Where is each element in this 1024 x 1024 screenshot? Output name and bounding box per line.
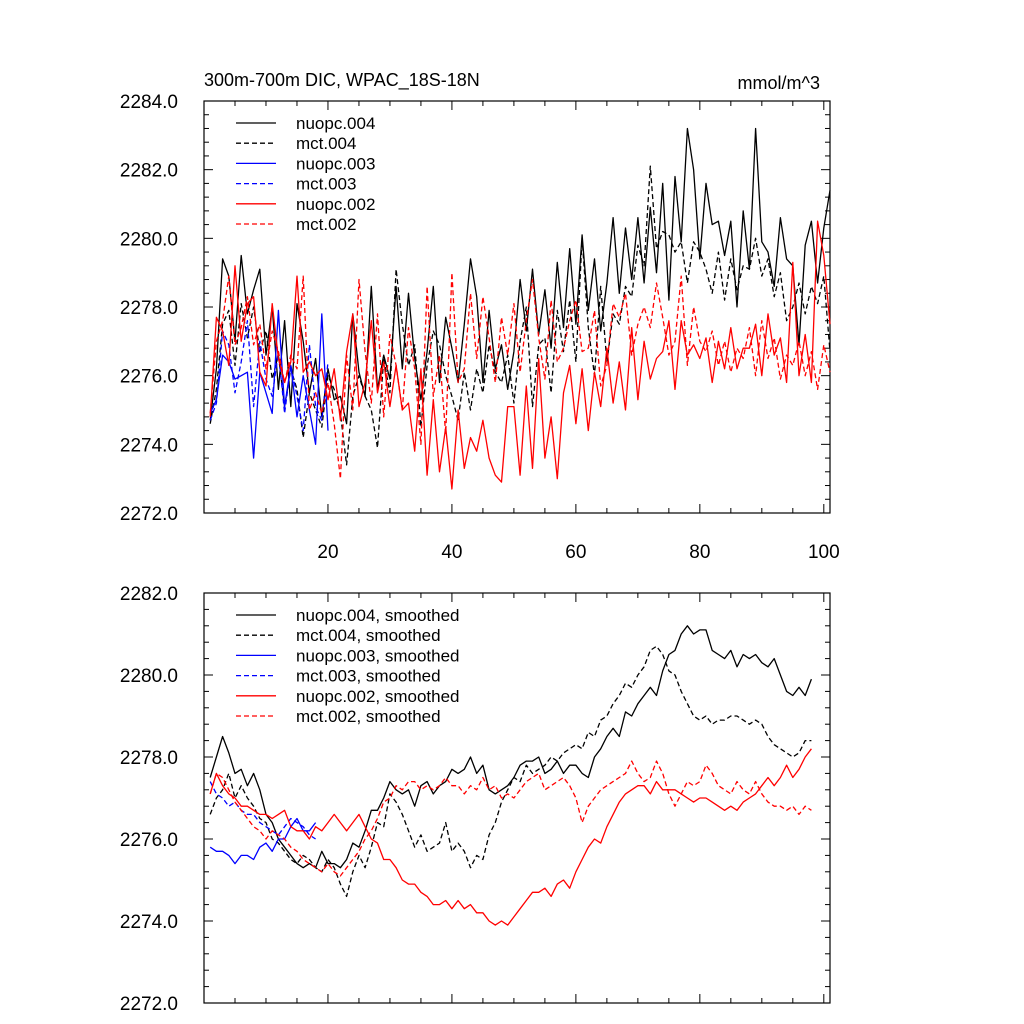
legend-label: mct.004: [296, 134, 356, 153]
legend-label: mct.004, smoothed: [296, 626, 441, 645]
y-tick-label: 2278.0: [120, 748, 178, 769]
top-panel-raw-dic: 300m-700m DIC, WPAC_18S-18N mmol/m^3 227…: [120, 70, 840, 563]
y-tick-label: 2272.0: [120, 504, 178, 525]
x-tick-label: 20: [317, 542, 338, 563]
series-line-mct-004-smoothed: [209, 645, 812, 898]
legend-label: nuopc.002, smoothed: [296, 687, 460, 706]
x-tick-label: 60: [565, 542, 586, 563]
series-line-nuopc-002-smoothed: [209, 748, 812, 926]
legend-label: nuopc.003: [296, 154, 375, 173]
legend-label: mct.003, smoothed: [296, 667, 441, 686]
y-tick-label: 2280.0: [120, 666, 178, 687]
series-line-nuopc-002: [209, 220, 831, 490]
series-line-nuopc-003-smoothed: [209, 817, 317, 865]
plot-frame: [203, 592, 831, 1004]
series-line-mct-003-smoothed: [209, 781, 316, 840]
series-line-mct-002: [209, 272, 831, 480]
legend-label: nuopc.004: [296, 114, 375, 133]
bottom-panel-smoothed-dic: 2272.0 2274.0 2276.0 2278.0 2280.0 2282.0 nuop…: [120, 584, 831, 1015]
y-tick-label: 2276.0: [120, 367, 178, 388]
y-tick-label: 2278.0: [120, 298, 178, 319]
y-tick-label: 2276.0: [120, 830, 178, 851]
x-tick-label: 40: [441, 542, 462, 563]
y-tick-label: 2282.0: [120, 161, 178, 182]
y-tick-label: 2274.0: [120, 435, 178, 456]
series-line-mct-004: [209, 165, 831, 466]
chart-title: 300m-700m DIC, WPAC_18S-18N: [204, 70, 480, 91]
series-line-nuopc-003: [209, 309, 329, 459]
y-tick-label: 2274.0: [120, 912, 178, 933]
legend-label: nuopc.003, smoothed: [296, 646, 460, 665]
legend-label: mct.003: [296, 175, 356, 194]
units-label: mmol/m^3: [738, 73, 820, 93]
y-tick-label: 2280.0: [120, 229, 178, 250]
y-tick-label: 2272.0: [120, 994, 178, 1015]
legend-label: mct.002: [296, 215, 356, 234]
y-tick-label: 2284.0: [120, 92, 178, 113]
series-line-nuopc-004-smoothed: [209, 625, 813, 869]
y-tick-label: 2282.0: [120, 584, 178, 605]
x-tick-label: 80: [689, 542, 710, 563]
x-tick-label: 100: [808, 542, 840, 563]
legend-label: nuopc.002: [296, 195, 375, 214]
legend-label: mct.002, smoothed: [296, 707, 441, 726]
legend-label: nuopc.004, smoothed: [296, 606, 460, 625]
